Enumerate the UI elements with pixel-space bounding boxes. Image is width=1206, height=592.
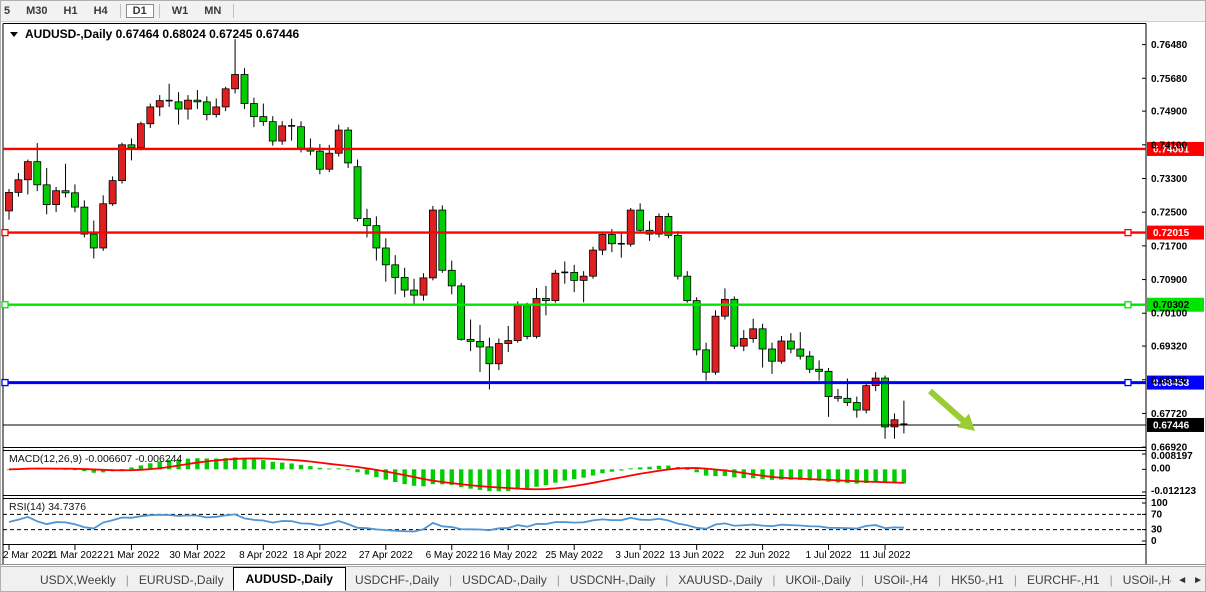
chart-tab-usdcnh-daily[interactable]: USDCNH-,Daily: [569, 573, 656, 587]
tab-separator: |: [772, 573, 776, 587]
svg-text:16 May 2022: 16 May 2022: [479, 550, 537, 561]
macd-signal-line: [8, 457, 904, 491]
svg-text:22 Jun 2022: 22 Jun 2022: [735, 550, 790, 561]
svg-text:25 May 2022: 25 May 2022: [545, 550, 603, 561]
tabs-scroll-right-icon[interactable]: ►: [1193, 575, 1203, 586]
svg-text:0.74100: 0.74100: [1151, 140, 1188, 151]
timeframe-button-h1[interactable]: H1: [63, 5, 78, 17]
chart-tab-hk50-h1[interactable]: HK50-,H1: [951, 573, 1004, 587]
horizontal-level-lines[interactable]: 0.74001 0.72015 0.70302 0.68453 0.67446: [1, 141, 1204, 432]
svg-text:70: 70: [1151, 509, 1163, 520]
toolbar-separator: [233, 4, 235, 18]
svg-text:0.70900: 0.70900: [1151, 275, 1188, 286]
svg-text:0.68453: 0.68453: [1153, 378, 1190, 389]
svg-text:0.75680: 0.75680: [1151, 74, 1188, 85]
tab-separator: |: [860, 573, 864, 587]
svg-text:0.67720: 0.67720: [1151, 409, 1188, 420]
svg-text:18 Apr 2022: 18 Apr 2022: [293, 550, 347, 561]
svg-text:0.68520: 0.68520: [1151, 375, 1188, 386]
toolbar-separator: [158, 4, 160, 18]
svg-text:0.74900: 0.74900: [1151, 107, 1188, 118]
svg-text:100: 100: [1151, 498, 1168, 509]
chart-frame: [1, 23, 1205, 565]
timeframe-button-h4[interactable]: H4: [93, 5, 108, 17]
chart-tab-usdx-weekly[interactable]: USDX,Weekly: [40, 573, 116, 587]
rsi-label: RSI(14) 34.7376: [9, 501, 86, 513]
macd-label: MACD(12,26,9) -0.006607 -0.006244: [9, 453, 183, 465]
chart-tab-eurusd-daily[interactable]: EURUSD-,Daily: [138, 573, 224, 587]
svg-text:0.76480: 0.76480: [1151, 40, 1188, 51]
svg-text:-0.012123: -0.012123: [1151, 486, 1196, 497]
tab-separator: |: [938, 573, 942, 587]
sell-arrow-annotation[interactable]: [928, 388, 975, 431]
svg-text:0.74001: 0.74001: [1153, 144, 1190, 155]
tabs-scroll-left-icon[interactable]: ◄: [1177, 575, 1188, 586]
chart-tab-ukoil-daily[interactable]: UKOil-,Daily: [785, 573, 851, 587]
chart-tab-usoil-h4[interactable]: USOil-,H4: [1122, 573, 1177, 587]
down-arrow-icon[interactable]: [928, 388, 975, 431]
svg-text:30 Mar 2022: 30 Mar 2022: [169, 550, 226, 561]
chart-tab-usoil-h4[interactable]: USOil-,H4: [873, 573, 928, 587]
svg-text:0.73300: 0.73300: [1151, 174, 1188, 185]
tab-scroll-buttons: ◄ ►: [1171, 567, 1203, 591]
timeframe-button-mn[interactable]: MN: [204, 5, 222, 17]
svg-text:0: 0: [1151, 536, 1157, 547]
timeframe-button-d1[interactable]: D1: [125, 4, 154, 18]
svg-text:0.72015: 0.72015: [1153, 228, 1190, 239]
tab-separator: |: [448, 573, 453, 587]
tab-separator: |: [1013, 573, 1017, 587]
svg-text:0.67446: 0.67446: [1153, 420, 1190, 431]
symbol-dropdown-icon[interactable]: [10, 32, 18, 37]
chart-tab-audusd-daily[interactable]: AUDUSD-,Daily: [232, 567, 346, 591]
chart-title: AUDUSD-,Daily 0.67464 0.68024 0.67245 0.…: [25, 27, 300, 41]
svg-text:0.66920: 0.66920: [1151, 443, 1188, 454]
chart-tab-usdchf-daily[interactable]: USDCHF-,Daily: [354, 573, 439, 587]
svg-text:13 Jun 2022: 13 Jun 2022: [669, 550, 724, 561]
candlestick-series: [5, 39, 908, 439]
timeframe-button-w1[interactable]: W1: [171, 5, 189, 17]
svg-text:11 Mar 2022: 11 Mar 2022: [47, 550, 103, 561]
svg-text:0.72500: 0.72500: [1151, 208, 1188, 219]
svg-text:21 Mar 2022: 21 Mar 2022: [103, 550, 160, 561]
svg-text:0.00: 0.00: [1151, 463, 1171, 474]
tab-separator: |: [556, 573, 560, 587]
svg-text:3 Jun 2022: 3 Jun 2022: [615, 550, 665, 561]
toolbar-separator: [119, 4, 121, 18]
svg-text:8 Apr 2022: 8 Apr 2022: [239, 550, 288, 561]
svg-text:0.008197: 0.008197: [1151, 451, 1193, 462]
tab-separator: |: [1109, 573, 1113, 587]
svg-text:0.71700: 0.71700: [1151, 241, 1188, 252]
timeframe-toolbar: 5 M30 H1 H4 D1 W1 MN: [1, 1, 1205, 22]
svg-text:0.70100: 0.70100: [1151, 309, 1188, 320]
chart-tab-xauusd-daily[interactable]: XAUUSD-,Daily: [678, 573, 763, 587]
price-axis[interactable]: 0.76480 0.75680 0.74900 0.74100 0.73300 0.725…: [1142, 40, 1188, 454]
timeframe-button-m30[interactable]: M30: [26, 5, 48, 17]
chart-tab-bar: USDX,Weekly | EURUSD-,Daily AUDUSD-,Daily US…: [1, 566, 1205, 591]
rsi-line: [8, 513, 904, 533]
svg-text:30: 30: [1151, 525, 1163, 536]
svg-text:27 Apr 2022: 27 Apr 2022: [359, 550, 413, 561]
tab-separator: |: [665, 573, 669, 587]
svg-text:1 Jul 2022: 1 Jul 2022: [805, 550, 852, 561]
timeframe-button-5[interactable]: 5: [4, 5, 11, 17]
tab-separator: |: [125, 573, 129, 587]
svg-text:2 Mar 2022: 2 Mar 2022: [3, 550, 54, 561]
svg-text:0.69320: 0.69320: [1151, 342, 1188, 353]
chart-tab-eurchf-h1[interactable]: EURCHF-,H1: [1026, 573, 1100, 587]
chart-tab-usdcad-daily[interactable]: USDCAD-,Daily: [462, 573, 547, 587]
svg-text:11 Jul 2022: 11 Jul 2022: [860, 550, 911, 561]
chart-area[interactable]: 0.74001 0.72015 0.70302 0.68453 0.67446 0.76…: [1, 1, 1206, 566]
svg-text:6 May 2022: 6 May 2022: [426, 550, 479, 561]
svg-text:0.70302: 0.70302: [1153, 300, 1190, 311]
